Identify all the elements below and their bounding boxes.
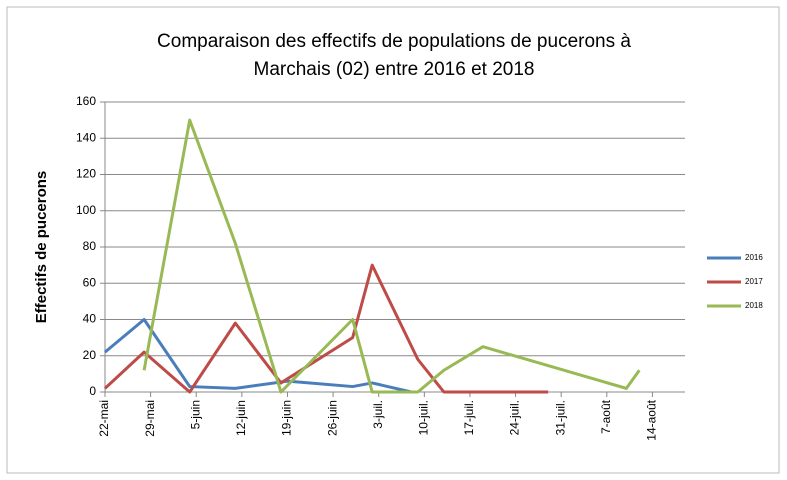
y-tick-label: 120 [76,167,96,181]
x-tick-label: 10-juil. [416,400,430,435]
x-tick-label: 24-juil. [508,400,522,435]
legend-label: 2017 [745,277,763,286]
legend-label: 2016 [745,253,763,262]
chart-title: Marchais (02) entre 2016 et 2018 [254,59,535,80]
x-tick-label: 29-mai [143,400,157,437]
y-tick-label: 80 [83,239,97,253]
chart-title: Comparaison des effectifs de populations… [157,31,631,52]
y-tick-label: 100 [76,203,96,217]
x-tick-label: 5-juin [188,400,202,429]
y-tick-label: 140 [76,130,96,144]
x-tick-label: 31-juil. [553,400,567,435]
x-tick-label: 3-juil. [371,400,385,429]
y-tick-label: 0 [89,384,96,398]
x-tick-label: 22-mai [97,400,111,437]
x-tick-label: 26-juin [325,400,339,436]
x-tick-label: 19-juin [280,400,294,436]
series-line [103,263,549,394]
legend-label: 2018 [745,301,763,310]
y-axis-label: Effectifs de pucerons [33,171,50,324]
x-tick-label: 7-août [599,399,613,434]
x-tick-label: 17-juil. [462,400,476,435]
y-tick-label: 40 [83,312,97,326]
y-tick-label: 60 [83,275,97,289]
x-tick-label: 14-août [645,399,659,440]
y-tick-label: 160 [76,94,96,108]
y-tick-label: 20 [83,348,97,362]
series-line [142,118,641,394]
x-tick-label: 12-juin [234,400,248,436]
chart-frame [6,6,780,474]
